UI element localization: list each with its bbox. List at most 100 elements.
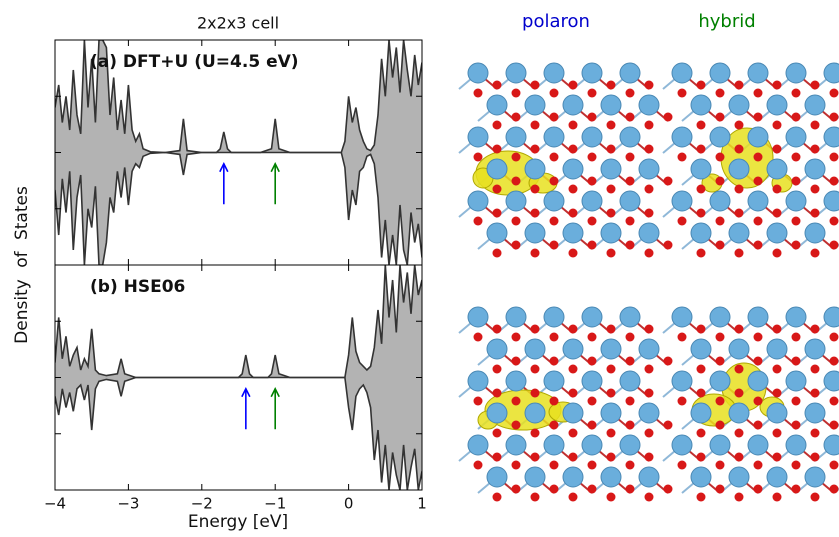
ti-atom <box>767 339 787 359</box>
o-atom <box>830 357 839 366</box>
o-atom <box>664 113 673 122</box>
ti-atom <box>620 63 640 83</box>
ti-atom <box>601 467 621 487</box>
o-atom <box>792 357 801 366</box>
o-atom <box>588 113 597 122</box>
o-atom <box>607 389 616 398</box>
o-atom <box>493 365 502 374</box>
ti-atom <box>748 371 768 391</box>
o-atom <box>474 153 483 162</box>
o-atom <box>735 81 744 90</box>
o-atom <box>773 389 782 398</box>
o-atom <box>811 185 820 194</box>
o-atom <box>626 357 635 366</box>
o-atom <box>550 421 559 430</box>
ti-atom <box>544 63 564 83</box>
o-atom <box>735 453 744 462</box>
ti-atom <box>824 127 839 147</box>
o-atom <box>626 461 635 470</box>
o-atom <box>550 89 559 98</box>
o-atom <box>811 453 820 462</box>
o-atom <box>716 217 725 226</box>
o-atom <box>645 429 654 438</box>
o-atom <box>716 89 725 98</box>
ti-atom <box>672 435 692 455</box>
o-atom <box>626 421 635 430</box>
o-atom <box>645 185 654 194</box>
o-atom <box>735 389 744 398</box>
o-atom <box>569 121 578 130</box>
o-atom <box>645 453 654 462</box>
o-atom <box>607 121 616 130</box>
ti-atom <box>620 191 640 211</box>
o-atom <box>531 249 540 258</box>
ti-atom <box>729 223 749 243</box>
o-atom <box>678 333 687 342</box>
o-atom <box>792 177 801 186</box>
o-atom <box>811 493 820 502</box>
x-tick-label: 1 <box>417 495 427 513</box>
o-atom <box>716 461 725 470</box>
o-atom <box>830 241 839 250</box>
ti-atom <box>544 191 564 211</box>
o-atom <box>830 333 839 342</box>
ti-atom <box>710 371 730 391</box>
o-atom <box>569 81 578 90</box>
ti-atom <box>487 95 507 115</box>
o-atom <box>588 89 597 98</box>
o-atom <box>645 81 654 90</box>
o-atom <box>474 397 483 406</box>
o-atom <box>664 485 673 494</box>
o-atom <box>716 333 725 342</box>
o-atom <box>588 397 597 406</box>
ti-atom <box>805 159 825 179</box>
ti-atom <box>582 371 602 391</box>
o-atom <box>792 153 801 162</box>
o-atom <box>588 177 597 186</box>
o-atom <box>754 177 763 186</box>
ti-atom <box>582 63 602 83</box>
ti-atom <box>582 435 602 455</box>
ti-atom <box>786 127 806 147</box>
o-atom <box>811 81 820 90</box>
ti-atom <box>468 371 488 391</box>
o-atom <box>792 333 801 342</box>
ti-atom <box>672 63 692 83</box>
ti-atom <box>786 191 806 211</box>
o-atom <box>626 217 635 226</box>
o-atom <box>645 389 654 398</box>
dos-line <box>55 378 422 491</box>
o-atom <box>792 421 801 430</box>
o-atom <box>811 249 820 258</box>
o-atom <box>716 177 725 186</box>
panel-label: (a) DFT+U (U=4.5 eV) <box>90 52 299 72</box>
o-atom <box>550 357 559 366</box>
ti-atom <box>506 127 526 147</box>
o-atom <box>512 153 521 162</box>
o-atom <box>569 365 578 374</box>
o-atom <box>773 365 782 374</box>
ti-atom <box>767 95 787 115</box>
o-atom <box>792 397 801 406</box>
ti-atom <box>710 307 730 327</box>
ti-atom <box>710 191 730 211</box>
o-atom <box>493 429 502 438</box>
ti-atom <box>729 95 749 115</box>
ti-atom <box>468 127 488 147</box>
o-atom <box>811 389 820 398</box>
o-atom <box>645 121 654 130</box>
ti-atom <box>544 371 564 391</box>
o-atom <box>754 397 763 406</box>
ti-atom <box>525 467 545 487</box>
o-atom <box>773 249 782 258</box>
o-atom <box>792 113 801 122</box>
o-atom <box>474 89 483 98</box>
o-atom <box>716 397 725 406</box>
o-atom <box>550 485 559 494</box>
ti-atom <box>487 223 507 243</box>
o-atom <box>493 249 502 258</box>
ti-atom <box>786 307 806 327</box>
o-atom <box>811 145 820 154</box>
ti-atom <box>468 307 488 327</box>
o-atom <box>607 493 616 502</box>
